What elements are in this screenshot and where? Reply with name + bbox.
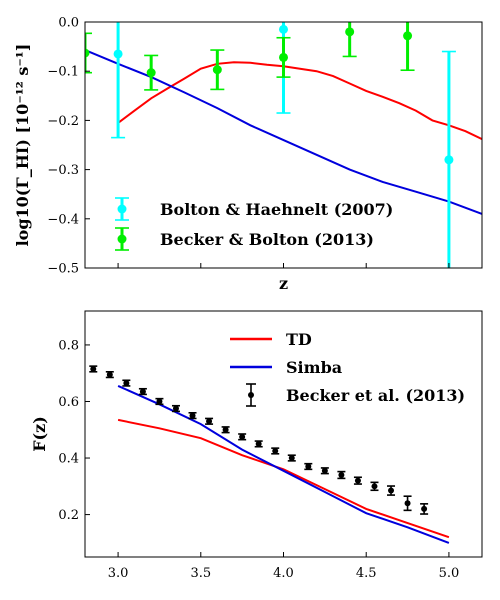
data-point — [272, 447, 279, 454]
data-point — [305, 463, 312, 470]
series-line-red-curve — [117, 61, 482, 141]
y-tick-label: −0.4 — [47, 212, 79, 227]
data-point — [255, 440, 262, 447]
y-tick-label: 0.8 — [58, 338, 79, 353]
x-tick-label: 3.5 — [190, 566, 211, 581]
y-axis-label: log10(Γ_HI) [10⁻¹² s⁻¹] — [13, 44, 32, 247]
data-point — [113, 49, 123, 59]
legend-label: Bolton & Haehnelt (2007) — [160, 200, 393, 219]
x-tick-label: 4.0 — [273, 566, 294, 581]
legend: Bolton & Haehnelt (2007) Becker & Bolton … — [115, 197, 393, 251]
y-tick-label: 0.2 — [58, 508, 79, 523]
x-tick-label: 5.0 — [439, 566, 460, 581]
data-point — [222, 426, 229, 433]
data-point — [371, 483, 378, 490]
panel-2: 0.2 0.4 0.6 0.8 3.0 3.5 4.0 4.5 5.0 F(z) TD Simba Be… — [30, 310, 483, 581]
legend-label: Becker & Bolton (2013) — [160, 230, 374, 249]
data-point — [388, 487, 395, 494]
x-tick-label: 4.5 — [356, 566, 377, 581]
data-point — [239, 433, 246, 440]
x-tick-label: 3.0 — [108, 566, 129, 581]
legend-label: Becker et al. (2013) — [286, 386, 465, 405]
panel-1: −0.5 −0.4 −0.3 −0.2 −0.1 0.0 z log10(Γ_HI) [10⁻… — [13, 16, 483, 293]
y-tick-label: 0.0 — [58, 16, 79, 31]
legend: TD Simba Becker et al. (2013) — [230, 330, 465, 407]
data-point — [279, 24, 288, 34]
data-point — [444, 155, 454, 165]
plot-area — [85, 22, 482, 268]
x-axis-label: z — [279, 274, 288, 293]
legend-marker-point — [117, 234, 127, 244]
data-point — [288, 455, 295, 462]
data-point — [156, 398, 163, 405]
data-point — [106, 371, 113, 378]
plot-frame — [84, 310, 483, 558]
data-point — [85, 48, 90, 58]
data-point — [279, 52, 288, 62]
data-point — [345, 27, 355, 37]
data-point — [403, 31, 413, 41]
y-tick-label: 0.6 — [58, 395, 79, 410]
y-tick-label: 0.4 — [58, 452, 79, 467]
y-tick-label: −0.1 — [47, 65, 79, 80]
data-point — [421, 505, 428, 512]
data-point — [212, 65, 222, 75]
data-point — [404, 500, 411, 507]
data-point — [139, 388, 146, 395]
series-becker-et-al-2013- — [89, 365, 429, 515]
y-tick-label: −0.3 — [47, 163, 79, 178]
y-tick-label: −0.5 — [47, 262, 79, 277]
data-point — [354, 477, 361, 484]
data-point — [146, 68, 156, 78]
data-point — [123, 380, 130, 387]
y-tick-label: −0.2 — [47, 114, 79, 129]
series-bolton-haehnelt-2007- — [111, 22, 456, 268]
legend-marker-point — [117, 204, 127, 214]
series-line-td — [117, 418, 450, 539]
series-becker-bolton-2013- — [85, 22, 415, 91]
y-axis-label: F(z) — [30, 416, 49, 452]
legend-label: TD — [286, 330, 312, 349]
legend-label: Simba — [286, 358, 342, 377]
data-point — [338, 472, 345, 478]
data-point — [206, 418, 213, 425]
legend-marker-point — [248, 392, 254, 398]
data-point — [321, 467, 328, 474]
plot-area — [89, 365, 450, 544]
data-point — [189, 412, 196, 419]
data-point — [172, 405, 179, 412]
data-point — [90, 365, 97, 372]
